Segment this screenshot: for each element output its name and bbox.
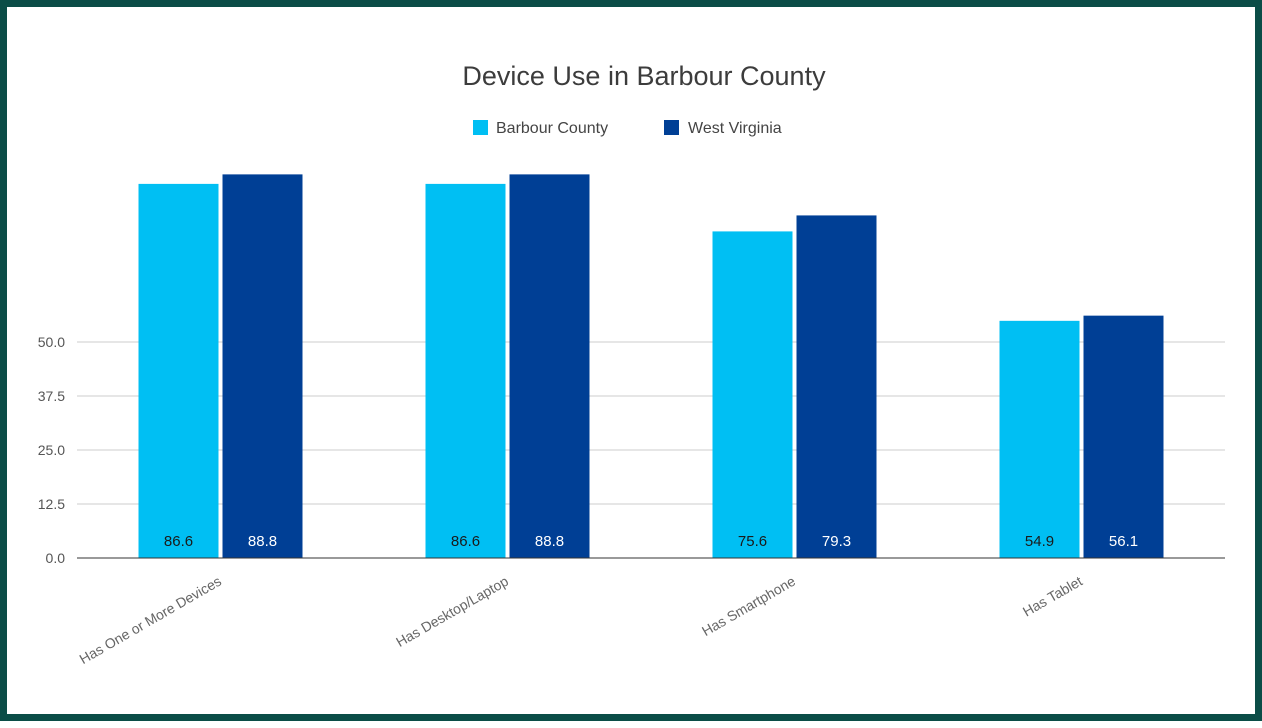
data-label-west-virginia-has-tablet: 56.1	[1109, 533, 1138, 550]
data-label-west-virginia-has-desktop-laptop: 88.8	[535, 533, 564, 550]
x-axis-labels: Has One or More Devices Has Desktop/Lapto…	[77, 573, 1086, 667]
legend-swatch-west-virginia	[664, 120, 679, 135]
bar-west-virginia-has-one-or-more-devices	[222, 174, 303, 558]
data-label-barbour-county-has-one-or-more-devices: 86.6	[164, 533, 193, 550]
legend-swatch-barbour-county	[473, 120, 488, 135]
bar-west-virginia-has-tablet	[1083, 315, 1164, 558]
bar-barbour-county-has-smartphone	[712, 231, 793, 558]
y-tick-label: 50.0	[38, 334, 65, 350]
legend-label-barbour-county: Barbour County	[496, 120, 608, 137]
x-category-label: Has Desktop/Laptop	[393, 573, 511, 650]
legend-label-west-virginia: West Virginia	[688, 120, 782, 137]
y-axis-ticks: 0.0 12.5 25.0 37.5 50.0	[38, 334, 65, 566]
y-tick-label: 37.5	[38, 388, 65, 404]
data-label-barbour-county-has-smartphone: 75.6	[738, 533, 767, 550]
bar-barbour-county-has-one-or-more-devices	[138, 183, 219, 558]
y-tick-label: 0.0	[46, 550, 66, 566]
chart-title: Device Use in Barbour County	[462, 61, 826, 91]
bar-west-virginia-has-smartphone	[796, 215, 877, 558]
x-category-label: Has One or More Devices	[77, 573, 224, 667]
bar-west-virginia-has-desktop-laptop	[509, 174, 590, 558]
device-use-chart: Device Use in Barbour County Barbour Cou…	[38, 61, 1225, 667]
bar-barbour-county-has-desktop-laptop	[425, 183, 506, 558]
data-label-west-virginia-has-one-or-more-devices: 88.8	[248, 533, 277, 550]
y-tick-label: 25.0	[38, 442, 65, 458]
x-category-label: Has Smartphone	[699, 573, 798, 639]
bars	[138, 174, 1164, 558]
x-category-label: Has Tablet	[1020, 573, 1085, 620]
legend: Barbour County West Virginia	[473, 120, 782, 137]
data-labels: 86.6 88.8 86.6 88.8 75.6 79.3 54.9 56.1	[164, 533, 1138, 550]
data-label-west-virginia-has-smartphone: 79.3	[822, 533, 851, 550]
bar-barbour-county-has-tablet	[999, 320, 1080, 558]
data-label-barbour-county-has-desktop-laptop: 86.6	[451, 533, 480, 550]
data-label-barbour-county-has-tablet: 54.9	[1025, 533, 1054, 550]
y-tick-label: 12.5	[38, 496, 65, 512]
